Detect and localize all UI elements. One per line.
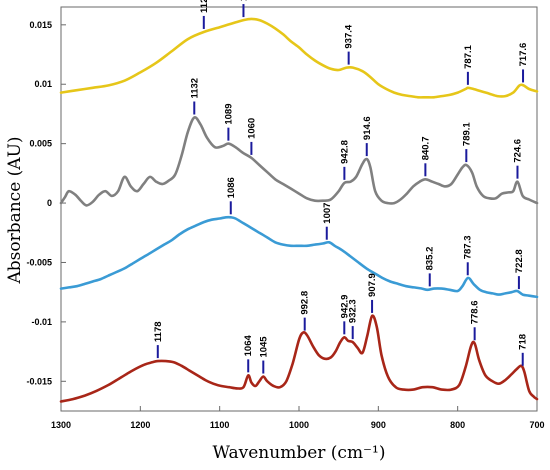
- x-tick-label: 800: [450, 420, 465, 430]
- x-axis: 1300 1200 1100 1000 900 800 700: [51, 406, 545, 430]
- peak-label: 1045: [258, 336, 269, 358]
- peak-annotations: 1120 1070 937.4 787.1 717.6 1132 1089 1060 942.8…: [153, 0, 529, 374]
- x-tick-label: 900: [371, 420, 386, 430]
- peak-label: 717.6: [518, 43, 529, 67]
- peak-label: 787.1: [463, 44, 474, 68]
- y-tick-label: -0.005: [26, 257, 52, 267]
- peak-label: 724.6: [512, 139, 523, 163]
- x-tick-label: 700: [529, 420, 544, 430]
- peak-label: 992.8: [300, 291, 311, 315]
- peak-label: 718: [518, 334, 529, 350]
- peak-label: 907.9: [367, 273, 378, 297]
- x-tick-label: 1200: [130, 420, 150, 430]
- x-axis-title: Wavenumber (cm⁻¹): [213, 443, 386, 463]
- y-tick-label: 0.01: [34, 79, 52, 89]
- peak-label: 914.6: [362, 116, 373, 140]
- peak-label: 1007: [322, 203, 333, 224]
- spectrum-line-2: [59, 116, 539, 207]
- peak-label: 1060: [246, 118, 257, 139]
- spectrum-line-4: [59, 314, 539, 403]
- peak-label: 1132: [189, 78, 200, 99]
- peak-label: 1064: [243, 335, 254, 357]
- peak-label: 932.3: [348, 299, 359, 323]
- x-tick-label: 1300: [51, 420, 71, 430]
- y-axis-title: Absorbance (AU): [5, 136, 25, 284]
- x-tick-label: 1000: [289, 420, 309, 430]
- y-tick-label: -0.015: [26, 376, 52, 386]
- peak-label: 1089: [223, 104, 234, 125]
- y-tick-label: 0.005: [29, 139, 52, 149]
- spectra: [59, 17, 539, 403]
- peak-label: 778.6: [470, 300, 481, 324]
- peak-label: 722.8: [514, 249, 525, 273]
- y-tick-label: 0.015: [29, 20, 52, 30]
- peak-label: 942.9: [339, 295, 350, 319]
- spectrum-line-1: [59, 17, 539, 99]
- peak-label: 789.1: [461, 122, 472, 146]
- peak-label: 787.3: [463, 235, 474, 259]
- y-tick-label: -0.01: [31, 317, 52, 327]
- peak-label: 1086: [226, 177, 237, 198]
- spectrum-line-3: [59, 215, 539, 299]
- peak-label: 1070: [238, 0, 249, 1]
- y-tick-label: 0: [47, 198, 52, 208]
- peak-label: 937.4: [344, 24, 355, 48]
- peak-label: 840.7: [420, 137, 431, 161]
- peak-label: 942.8: [339, 140, 350, 164]
- peak-label: 835.2: [425, 247, 436, 271]
- peak-label: 1178: [153, 321, 164, 342]
- x-tick-label: 1100: [210, 420, 230, 430]
- peak-label: 1120: [199, 0, 210, 13]
